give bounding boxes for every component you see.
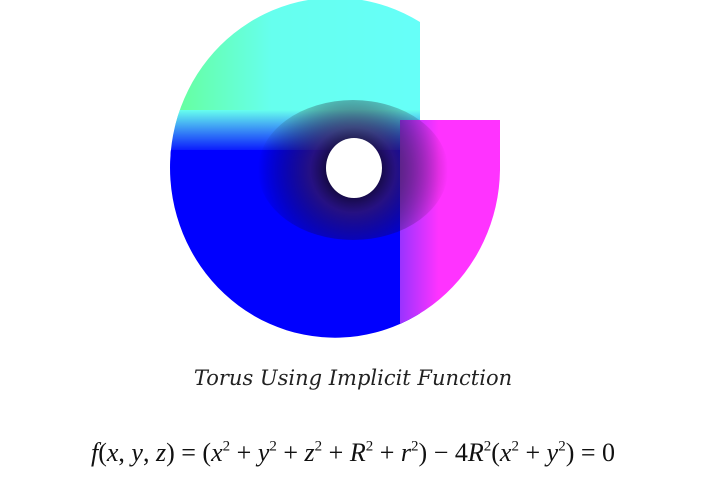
torus-formula: f(x, y, z) = (x2 + y2 + z2 + R2 + r2) − … (90, 438, 616, 467)
torus-figure (170, 0, 500, 338)
figure-caption: Torus Using Implicit Function (193, 366, 513, 390)
torus-render (170, 0, 500, 338)
torus-hole (326, 138, 382, 198)
